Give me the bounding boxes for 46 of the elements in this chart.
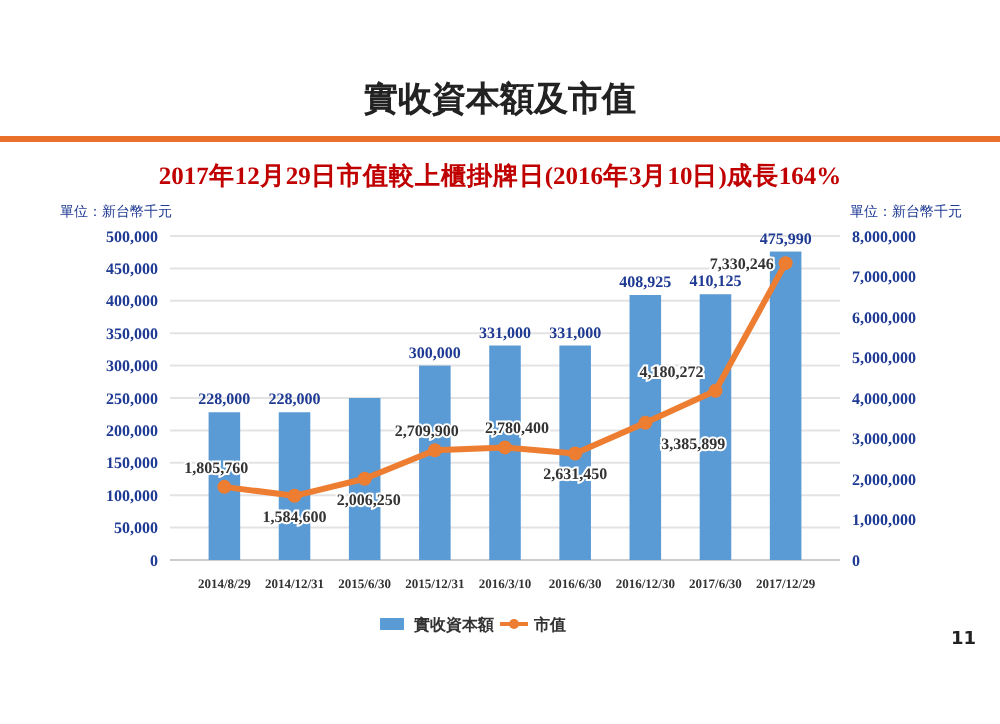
data-label: 228,000 <box>198 390 251 409</box>
y-tick-label: 150,000 <box>106 454 158 473</box>
y2-tick-label: 6,000,000 <box>852 308 916 327</box>
point <box>708 383 723 398</box>
data-label: 2,709,900 <box>394 422 459 441</box>
data-label: 331,000 <box>479 323 531 342</box>
chart-title: 實收資本額及市值 <box>364 80 636 118</box>
y2-tick-label: 2,000,000 <box>852 470 916 489</box>
data-label: 228,000 <box>268 390 321 409</box>
point <box>498 440 512 455</box>
y2-tick-label: 8,000,000 <box>852 227 916 246</box>
point <box>778 256 793 271</box>
y-tick-label: 50,000 <box>114 519 158 538</box>
y2-tick-label: 1,000,000 <box>852 511 916 530</box>
legend-label: 市值 <box>532 613 566 634</box>
text: 11 <box>950 630 976 650</box>
data-label: 2,780,400 <box>485 419 549 438</box>
y2-tick-label: 0 <box>852 551 860 570</box>
y2-tick-label: 4,000,000 <box>852 389 916 408</box>
y-tick-label: 200,000 <box>106 422 158 440</box>
y-tick-label: 400,000 <box>106 292 158 311</box>
data-label: 331,000 <box>549 323 602 342</box>
chart-subtitle: 2017年12月29日市值較上櫃掛牌日(2016年3月10日)成長164% <box>158 160 842 190</box>
point <box>357 471 372 486</box>
y2-tick-label: 5,000,000 <box>852 349 916 368</box>
y-tick-label: 100,000 <box>106 486 158 505</box>
point <box>287 488 302 503</box>
point <box>427 443 442 458</box>
data-label: 2,006,250 <box>336 490 401 509</box>
y-tick-label: 300,000 <box>106 357 158 376</box>
data-label: 1,805,760 <box>184 458 249 477</box>
data-label: 410,125 <box>689 272 742 291</box>
data-label: 300,000 <box>408 343 461 362</box>
y-tick-label: 0 <box>150 551 158 570</box>
y-tick-label: 350,000 <box>106 324 158 343</box>
y-tick-label: 250,000 <box>106 389 158 408</box>
y-tick-label: 500,000 <box>106 227 158 246</box>
y2-tick-label: 7,000,000 <box>852 268 916 287</box>
y2-tick-label: 3,000,000 <box>852 430 916 449</box>
legend-label: 實收資本額 <box>414 615 494 634</box>
data-label: 475,990 <box>759 229 812 248</box>
point <box>568 446 583 461</box>
y-tick-label: 450,000 <box>106 260 158 278</box>
data-label: 408,925 <box>619 273 672 292</box>
point <box>638 415 653 430</box>
point <box>217 479 232 494</box>
